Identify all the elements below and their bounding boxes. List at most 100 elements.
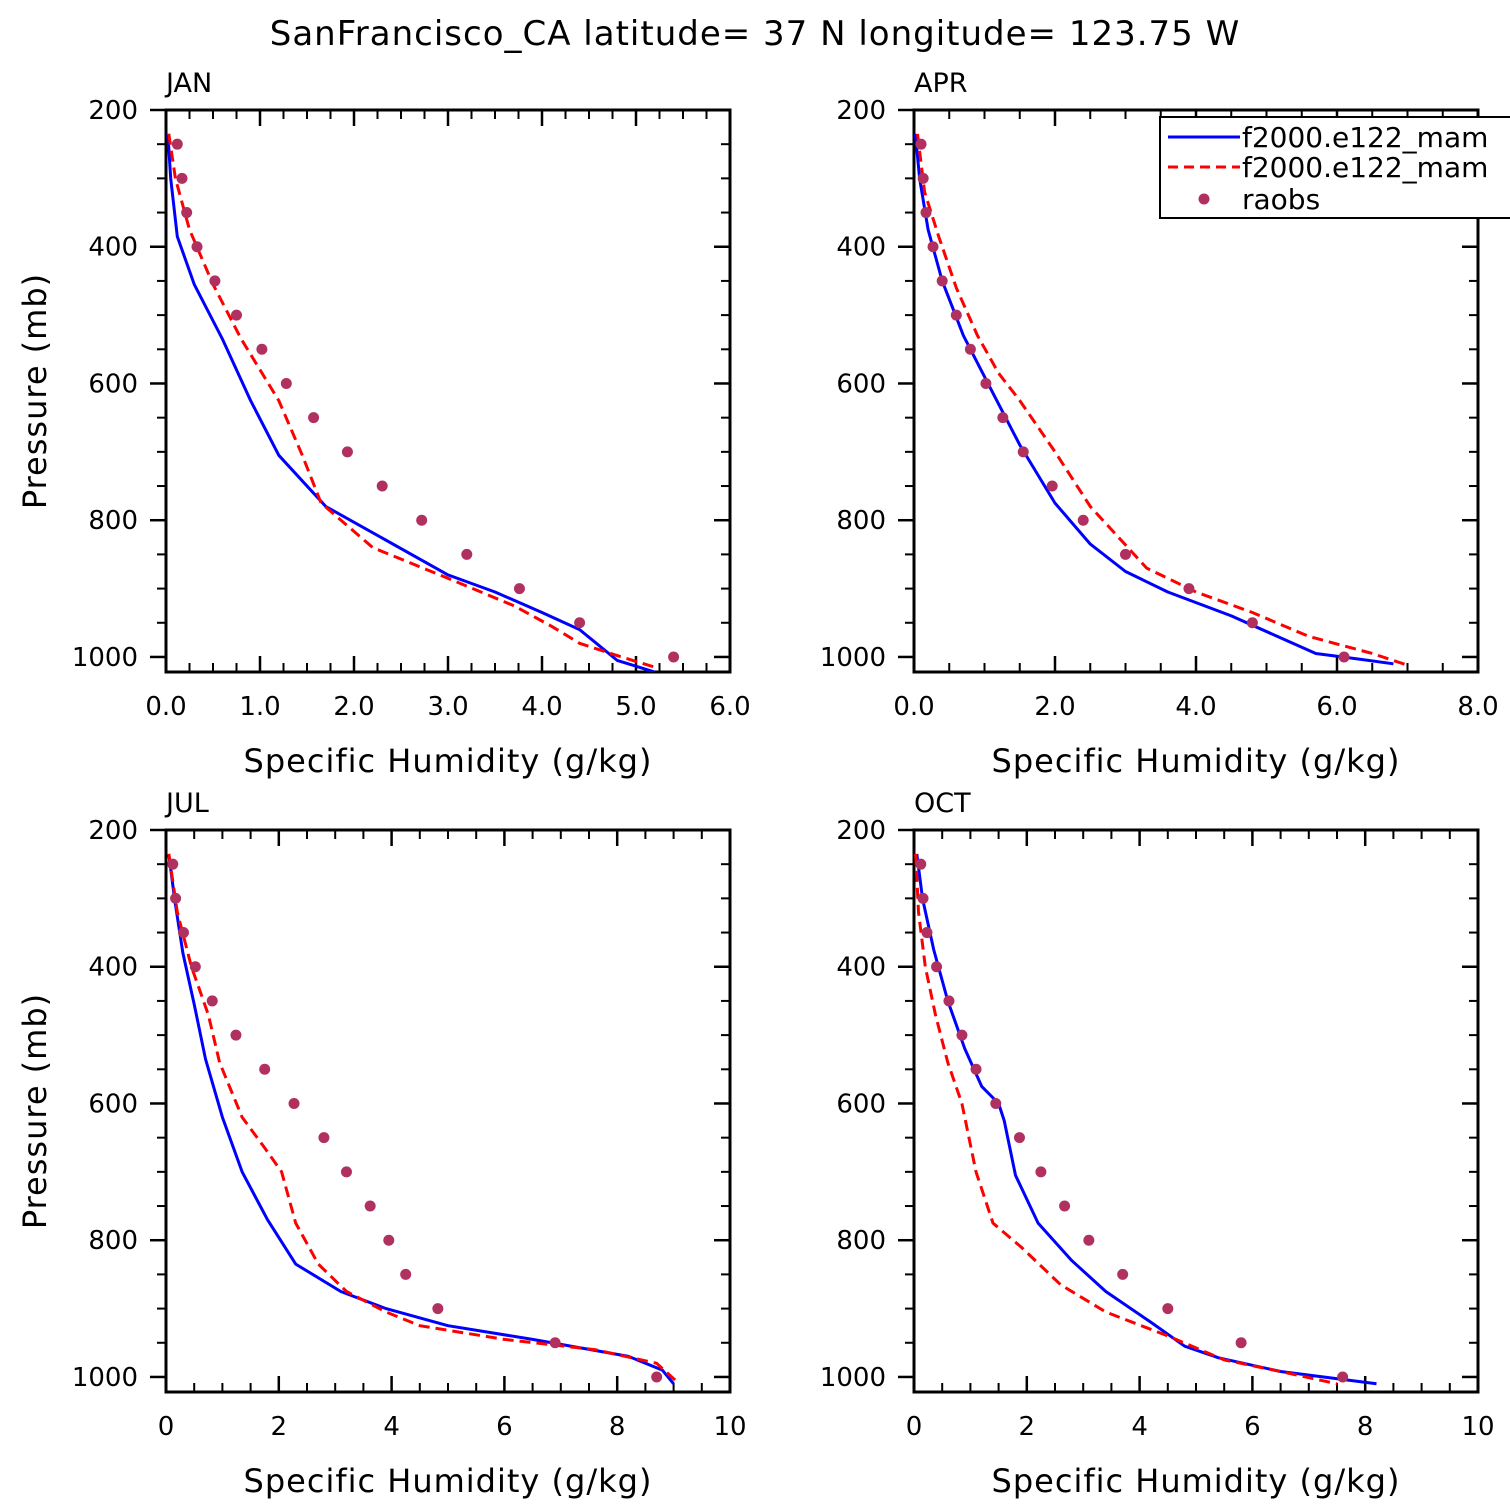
y-tick-label-jul: 800 [88,1226,138,1256]
x-tick-label-jul: 8 [609,1412,626,1442]
raobs-point-apr [950,309,962,321]
raobs-point-apr [936,275,948,287]
raobs-point-jan [256,343,268,355]
x-tick-label-apr: 2.0 [1034,692,1075,722]
plot-frame-jan [164,108,732,674]
x-axis-label-jul: Specific Humidity (g/kg) [244,1462,653,1500]
raobs-point-jul [383,1234,395,1246]
raobs-point-apr [915,138,927,150]
y-tick-label-oct: 200 [836,816,886,846]
raobs-point-apr [964,343,976,355]
raobs-point-apr [1338,651,1350,663]
raobs-point-oct [990,1097,1002,1109]
y-tick-label-jan: 200 [88,96,138,126]
x-tick-label-jan: 1.0 [239,692,280,722]
legend-box [1159,116,1510,219]
x-tick-label-oct: 4 [1131,1412,1148,1442]
raobs-point-apr [917,172,929,184]
raobs-point-oct [1059,1200,1071,1212]
x-tick-label-apr: 4.0 [1175,692,1216,722]
x-tick-label-jul: 2 [271,1412,288,1442]
raobs-point-jan [181,207,193,219]
plot-frame-jul [164,828,732,1394]
y-tick-label-apr: 1000 [820,643,886,673]
raobs-point-jul [259,1063,271,1075]
solid-series-line-oct [915,853,1377,1386]
x-tick-label-jul: 4 [383,1412,400,1442]
x-tick-label-oct: 8 [1357,1412,1374,1442]
y-tick-label-jul: 1000 [72,1363,138,1393]
raobs-point-oct [917,892,929,904]
raobs-point-apr [1017,446,1029,458]
y-tick-label-oct: 800 [836,1226,886,1256]
legend-label-2: f2000.e122_mam [1242,151,1488,184]
raobs-point-jan [376,480,388,492]
x-tick-label-jan: 0.0 [145,692,186,722]
x-tick-label-apr: 0.0 [893,692,934,722]
x-axis-label-apr: Specific Humidity (g/kg) [992,742,1401,780]
raobs-point-apr [1183,583,1195,595]
x-tick-label-jul: 0 [158,1412,175,1442]
y-tick-label-apr: 400 [836,233,886,263]
raobs-point-jul [400,1268,412,1280]
raobs-point-jul [288,1097,300,1109]
raobs-point-oct [921,927,933,939]
panel-title-jan: JAN [164,68,212,99]
raobs-point-jul [318,1132,330,1144]
plot-frame-oct [912,828,1480,1394]
panel-jan: JAN 0.0 1.0 2.0 3.0 4.0 5.0 6.0 200 400 600 800 100… [16,68,751,780]
y-tick-label-oct: 400 [836,953,886,983]
raobs-point-jul [230,1029,242,1041]
x-tick-label-oct: 10 [1461,1412,1494,1442]
raobs-point-oct [1337,1371,1349,1383]
raobs-point-apr [980,377,992,389]
raobs-point-oct [1117,1268,1129,1280]
x-tick-label-oct: 6 [1244,1412,1261,1442]
x-tick-label-jan: 5.0 [615,692,656,722]
solid-series-line-jan [166,133,656,672]
legend-label-3: raobs [1242,183,1320,216]
x-tick-label-jan: 4.0 [521,692,562,722]
dashed-series-line-oct [914,853,1338,1386]
x-tick-label-apr: 8.0 [1457,692,1498,722]
x-tick-label-apr: 6.0 [1316,692,1357,722]
y-tick-label-jan: 400 [88,233,138,263]
raobs-point-oct [1083,1234,1095,1246]
panel-title-oct: OCT [914,788,971,819]
raobs-point-jan [280,377,292,389]
raobs-point-jan [171,138,183,150]
y-tick-label-apr: 200 [836,96,886,126]
raobs-point-oct [931,961,943,973]
x-axis-label-jan: Specific Humidity (g/kg) [244,742,653,780]
raobs-point-jul [340,1166,352,1178]
raobs-point-oct [915,858,927,870]
raobs-point-apr [927,241,939,253]
panel-jul: JUL 0 2 4 6 8 10 200 400 600 800 1000 Specific Hum… [16,788,747,1500]
x-tick-label-jul: 10 [713,1412,746,1442]
raobs-point-jan [513,583,525,595]
raobs-point-jan [341,446,353,458]
x-tick-label-jan: 6.0 [709,692,750,722]
panel-title-jul: JUL [164,788,209,819]
raobs-point-oct [1162,1303,1174,1315]
y-tick-label-oct: 600 [836,1089,886,1119]
raobs-point-jul [177,927,189,939]
x-tick-label-oct: 2 [1019,1412,1036,1442]
y-tick-label-apr: 600 [836,369,886,399]
y-tick-label-jul: 400 [88,953,138,983]
x-tick-label-jan: 3.0 [427,692,468,722]
raobs-point-apr [1246,617,1258,629]
raobs-point-jul [364,1200,376,1212]
raobs-point-jan [668,651,680,663]
x-tick-label-jan: 2.0 [333,692,374,722]
raobs-point-jan [308,412,320,424]
figure-title: SanFrancisco_CA latitude= 37 N longitude… [270,14,1241,54]
y-tick-label-jul: 600 [88,1089,138,1119]
raobs-point-oct [1235,1337,1247,1349]
x-tick-label-jul: 6 [496,1412,513,1442]
raobs-point-jan [191,241,203,253]
raobs-point-jan [176,172,188,184]
raobs-point-oct [970,1063,982,1075]
raobs-point-oct [1035,1166,1047,1178]
